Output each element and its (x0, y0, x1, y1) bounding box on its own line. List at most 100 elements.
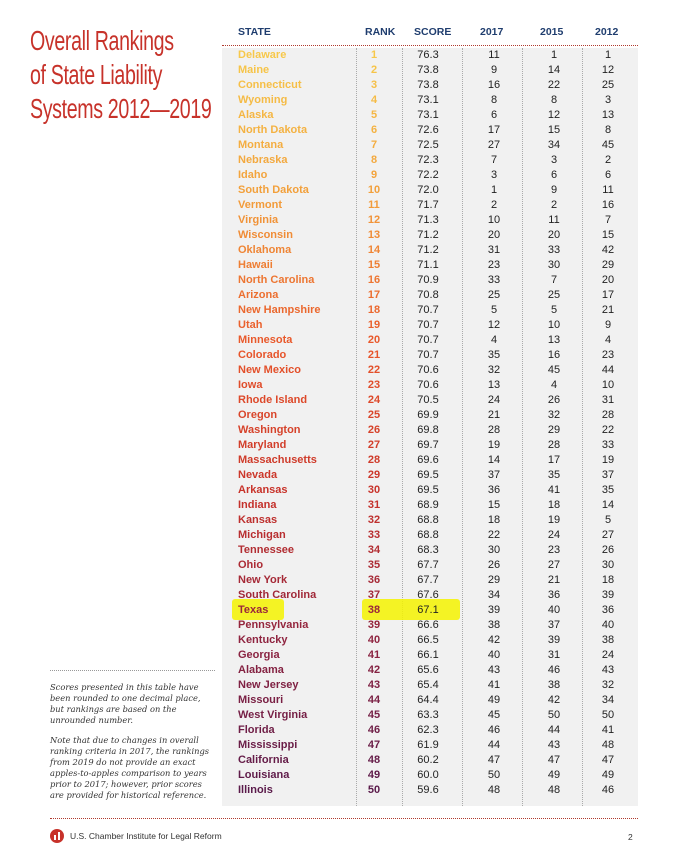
page-title: Overall Rankings of State Liability Syst… (30, 24, 212, 126)
rank-2015-cell: 27 (547, 559, 561, 571)
table-row: Alabama 42 65.6 43 46 43 (222, 663, 638, 678)
state-cell: Ohio (238, 559, 264, 571)
rank-2012-cell: 47 (601, 754, 615, 766)
table-row: North Carolina 16 70.9 33 7 20 (222, 273, 638, 288)
table-row: Iowa 23 70.6 13 4 10 (222, 378, 638, 393)
title-line-2: of State Liability (30, 59, 163, 90)
rank-2017-cell: 44 (487, 739, 501, 751)
rank-2017-cell: 36 (487, 484, 501, 496)
rank-2015-cell: 22 (547, 79, 561, 91)
rank-2017-cell: 28 (487, 424, 501, 436)
state-cell: Kentucky (238, 634, 288, 646)
state-cell: Utah (238, 319, 263, 331)
state-cell: Oregon (238, 409, 278, 421)
table-background (222, 48, 638, 806)
state-cell: Wyoming (238, 94, 288, 106)
rank-2015-cell: 38 (547, 679, 561, 691)
rank-2017-cell: 27 (487, 139, 501, 151)
rank-2017-cell: 33 (487, 274, 501, 286)
table-row: Washington 26 69.8 28 29 22 (222, 423, 638, 438)
rank-2012-cell: 44 (601, 364, 615, 376)
table-row: West Virginia 45 63.3 45 50 50 (222, 708, 638, 723)
table-row: South Dakota 10 72.0 1 9 11 (222, 183, 638, 198)
rank-2012-cell: 10 (601, 379, 615, 391)
rank-2017-cell: 18 (487, 514, 501, 526)
score-cell: 61.9 (417, 739, 439, 751)
rank-cell: 10 (367, 184, 381, 196)
rank-cell: 3 (370, 79, 378, 91)
score-cell: 71.3 (417, 214, 439, 226)
header-rank: RANK (365, 26, 396, 38)
state-cell: Alaska (238, 109, 274, 121)
score-cell: 70.6 (417, 379, 439, 391)
table-row: Minnesota 20 70.7 4 13 4 (222, 333, 638, 348)
rank-2012-cell: 39 (601, 589, 615, 601)
rank-2017-cell: 38 (487, 619, 501, 631)
title-line-1: Overall Rankings (30, 25, 174, 56)
rank-2012-cell: 36 (601, 604, 615, 616)
score-cell: 70.5 (417, 394, 439, 406)
footer-rule (50, 818, 638, 819)
table-row: Oregon 25 69.9 21 32 28 (222, 408, 638, 423)
rank-2017-cell: 2 (490, 199, 498, 211)
table-row: Kentucky 40 66.5 42 39 38 (222, 633, 638, 648)
rank-cell: 43 (367, 679, 381, 691)
rank-cell: 24 (367, 394, 381, 406)
rank-2017-cell: 5 (490, 304, 498, 316)
score-cell: 70.9 (417, 274, 439, 286)
state-cell: West Virginia (238, 709, 308, 721)
rank-2017-cell: 43 (487, 664, 501, 676)
rank-2012-cell: 34 (601, 694, 615, 706)
state-cell: Michigan (238, 529, 286, 541)
table-row: California 48 60.2 47 47 47 (222, 753, 638, 768)
rank-2015-cell: 9 (550, 184, 558, 196)
rank-cell: 41 (367, 649, 381, 661)
rank-cell: 8 (370, 154, 378, 166)
score-cell: 68.3 (417, 544, 439, 556)
table-row: Delaware 1 76.3 11 1 1 (222, 48, 638, 63)
rank-2012-cell: 17 (601, 289, 615, 301)
state-cell: Florida (238, 724, 275, 736)
rankings-table: Delaware 1 76.3 11 1 1 Maine 2 73.8 9 14 12 Connecti… (222, 48, 638, 798)
rank-cell: 17 (367, 289, 381, 301)
score-cell: 69.7 (417, 439, 439, 451)
state-cell: North Carolina (238, 274, 315, 286)
rank-cell: 29 (367, 469, 381, 481)
table-row: Georgia 41 66.1 40 31 24 (222, 648, 638, 663)
rank-2015-cell: 10 (547, 319, 561, 331)
score-cell: 71.2 (417, 244, 439, 256)
score-cell: 69.5 (417, 469, 439, 481)
rank-2017-cell: 15 (487, 499, 501, 511)
rank-cell: 37 (367, 589, 381, 601)
rank-2017-cell: 24 (487, 394, 501, 406)
rank-2012-cell: 41 (601, 724, 615, 736)
state-cell: Idaho (238, 169, 268, 181)
table-row: Oklahoma 14 71.2 31 33 42 (222, 243, 638, 258)
state-cell: Alabama (238, 664, 284, 676)
rank-2012-cell: 48 (601, 739, 615, 751)
column-divider (462, 48, 463, 806)
rank-cell: 35 (367, 559, 381, 571)
table-row: Wyoming 4 73.1 8 8 3 (222, 93, 638, 108)
score-cell: 72.6 (417, 124, 439, 136)
rank-2012-cell: 15 (601, 229, 615, 241)
rank-2015-cell: 4 (550, 379, 558, 391)
rank-cell: 23 (367, 379, 381, 391)
state-cell: New Hampshire (238, 304, 321, 316)
rank-cell: 39 (367, 619, 381, 631)
table-row: Connecticut 3 73.8 16 22 25 (222, 78, 638, 93)
rank-2015-cell: 43 (547, 739, 561, 751)
rank-2017-cell: 21 (487, 409, 501, 421)
score-cell: 67.6 (417, 589, 439, 601)
rank-2012-cell: 24 (601, 649, 615, 661)
rank-cell: 34 (367, 544, 381, 556)
rank-2017-cell: 8 (490, 94, 498, 106)
rank-2015-cell: 15 (547, 124, 561, 136)
rank-2015-cell: 34 (547, 139, 561, 151)
rank-cell: 49 (367, 769, 381, 781)
rank-2015-cell: 32 (547, 409, 561, 421)
score-cell: 72.3 (417, 154, 439, 166)
rank-cell: 25 (367, 409, 381, 421)
score-cell: 59.6 (417, 784, 439, 796)
state-cell: New Mexico (238, 364, 301, 376)
